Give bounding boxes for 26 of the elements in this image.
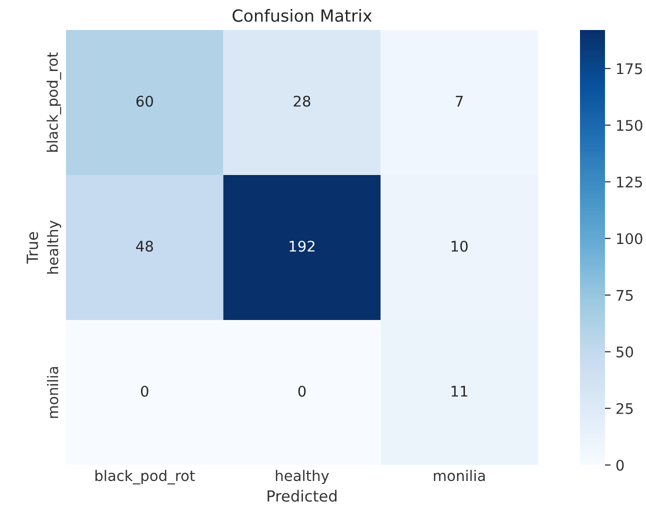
x-tick-label: healthy: [276, 470, 329, 484]
data-label: 11: [452, 386, 468, 397]
data-label: 192: [290, 240, 314, 252]
x-tick-label: black_pod_rot: [95, 470, 195, 484]
color-bar-label: 150: [617, 120, 642, 131]
x-axis-title: Predicted: [268, 490, 336, 502]
y-tick-label: black_pod_rot: [46, 52, 62, 152]
data-label: 7: [456, 96, 463, 107]
data-label: 28: [294, 96, 310, 107]
color-bar-label: 0: [616, 460, 624, 471]
color-bar-label: 75: [616, 290, 633, 301]
chart-title: Confusion Matrix: [232, 9, 372, 22]
color-bar-label: 50: [616, 346, 634, 358]
color-bar-label: 125: [617, 176, 642, 188]
color-bar-label: 25: [616, 403, 633, 414]
data-label: 0: [298, 386, 306, 397]
data-label: 10: [452, 240, 468, 252]
y-axis-title: True: [26, 232, 38, 264]
data-label: 0: [140, 386, 148, 397]
y-tick-label: healthy: [47, 220, 62, 274]
x-tick-label: monilia: [434, 470, 485, 482]
data-label: 48: [136, 240, 153, 252]
data-label: 60: [136, 96, 153, 107]
y-tick-label: monilia: [47, 367, 58, 418]
color-bar-label: 175: [617, 63, 642, 74]
color-bar-label: 100: [617, 233, 642, 244]
